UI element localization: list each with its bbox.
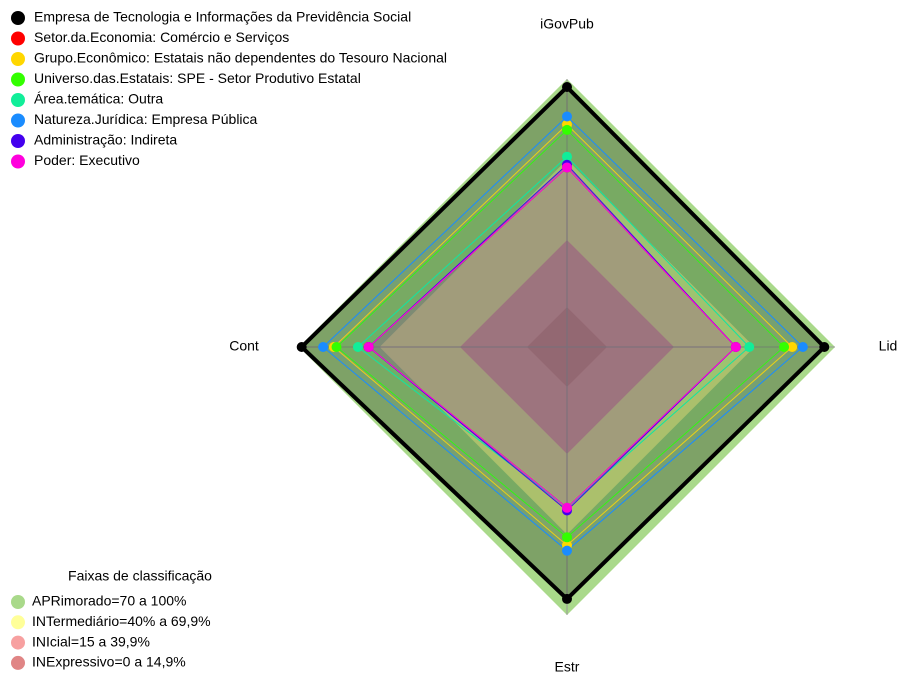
series-point — [562, 82, 572, 93]
band-legend-label: INExpressivo=0 a 14,9% — [32, 654, 186, 670]
legend-marker — [11, 93, 25, 107]
band-legend-marker — [11, 655, 25, 670]
legend-label: Área.temática: Outra — [34, 91, 163, 107]
band-legend-marker — [11, 635, 25, 650]
series-point — [562, 162, 572, 173]
band-legend-marker — [11, 615, 25, 630]
legend-label: Natureza.Jurídica: Empresa Pública — [34, 111, 258, 127]
legend-marker — [11, 134, 25, 148]
series-point — [296, 342, 307, 352]
series-point — [819, 342, 830, 352]
legend-label: Universo.das.Estatais: SPE - Setor Produ… — [34, 70, 361, 86]
series-point — [562, 502, 572, 513]
legend-marker — [11, 72, 25, 87]
series-point — [562, 545, 572, 556]
series-point — [318, 342, 329, 352]
axis-label: Estr — [555, 659, 580, 675]
series-point — [730, 342, 741, 352]
band-legend-label: APRimorado=70 a 100% — [32, 593, 187, 609]
bands-title: Faixas de classificação — [68, 568, 212, 584]
legend-label: Setor.da.Economia: Comércio e Serviços — [34, 29, 289, 45]
series-point — [562, 124, 572, 135]
series-point — [562, 593, 572, 604]
legend-marker — [11, 154, 25, 169]
series-point — [797, 342, 808, 352]
axis-label: Lid — [879, 338, 898, 354]
band-legend-marker — [11, 595, 25, 609]
series-point — [779, 342, 790, 352]
axis-label: Cont — [229, 338, 259, 354]
legend-marker — [11, 52, 25, 66]
band-legend-label: INIcial=15 a 39,9% — [32, 633, 150, 649]
series-point — [352, 342, 363, 352]
legend-marker — [11, 113, 25, 128]
legend-label: Grupo.Econômico: Estatais não dependente… — [34, 50, 447, 66]
legend-marker — [11, 11, 25, 25]
series-point — [562, 532, 572, 543]
legend-label: Empresa de Tecnologia e Informações da P… — [34, 9, 411, 25]
series-point — [562, 111, 572, 122]
series-point — [331, 342, 342, 352]
axis-label: iGovPub — [540, 16, 594, 32]
series-point — [744, 342, 755, 352]
band-legend-label: INTermediário=40% a 69,9% — [32, 613, 211, 629]
series-point — [562, 151, 572, 162]
series-point — [363, 342, 374, 352]
legend-label: Poder: Executivo — [34, 152, 140, 168]
series-point — [787, 342, 798, 352]
legend-marker — [11, 31, 25, 46]
legend-label: Administração: Indireta — [34, 132, 177, 148]
